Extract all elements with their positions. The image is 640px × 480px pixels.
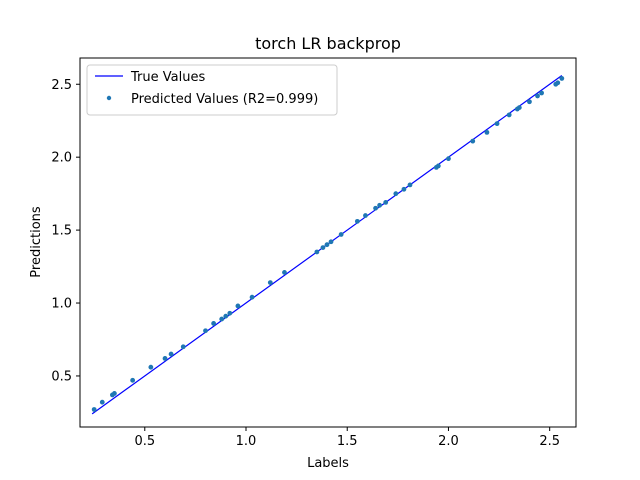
- predicted-point: [506, 112, 512, 118]
- predicted-point: [539, 90, 544, 96]
- y-tick-label: 1.0: [51, 297, 72, 312]
- plot-area: [79, 57, 577, 428]
- y-axis-label: Predictions: [29, 206, 44, 278]
- predicted-point: [559, 76, 565, 81]
- predicted-point: [112, 391, 117, 396]
- x-tick-label: 2.0: [438, 434, 459, 449]
- legend: True Values Predicted Values (R2=0.999): [86, 64, 338, 116]
- predicted-point: [328, 239, 334, 245]
- predicted-point: [535, 93, 540, 99]
- legend-box: [86, 64, 338, 116]
- predicted-point: [484, 129, 490, 135]
- predicted-point: [338, 232, 344, 237]
- predicted-point: [373, 205, 378, 211]
- predicted-point: [219, 316, 225, 322]
- predicted-point: [162, 356, 168, 361]
- predicted-point: [223, 313, 229, 319]
- predicted-point: [282, 269, 287, 275]
- predicted-point: [363, 213, 368, 218]
- chart-title: torch LR backprop: [255, 34, 401, 53]
- predicted-point: [435, 163, 441, 169]
- predicted-point: [235, 303, 241, 309]
- predicted-point: [324, 242, 330, 248]
- predicted-point: [393, 191, 399, 197]
- predicted-point: [130, 377, 136, 383]
- predicted-point: [99, 399, 105, 405]
- predicted-point: [168, 351, 174, 357]
- predicted-point: [516, 105, 522, 110]
- predicted-point: [148, 364, 154, 370]
- x-axis-label: Labels: [307, 456, 349, 471]
- predicted-point: [377, 202, 383, 208]
- y-tick-label: 0.5: [51, 369, 72, 384]
- predicted-point: [401, 186, 407, 192]
- y-tick-label: 2.5: [51, 78, 72, 93]
- predicted-point: [203, 328, 208, 334]
- legend-point-swatch: [106, 95, 112, 101]
- predicted-point: [211, 321, 217, 326]
- predicted-point: [180, 344, 186, 350]
- predicted-point: [354, 218, 360, 224]
- y-tick-label: 2.0: [51, 151, 72, 166]
- legend-entry-predicted-values: Predicted Values (R2=0.999): [131, 92, 318, 107]
- predicted-point: [227, 310, 233, 316]
- predicted-point: [249, 294, 255, 300]
- predicted-point: [320, 245, 326, 251]
- predicted-point: [407, 182, 413, 188]
- predicted-point: [494, 121, 500, 127]
- x-tick-label: 2.5: [539, 434, 560, 449]
- y-tick-label: 1.5: [51, 224, 72, 239]
- plot-content: [91, 75, 565, 415]
- predicted-point: [314, 249, 320, 255]
- predicted-point: [527, 99, 532, 105]
- legend-entry-true-values: True Values: [130, 70, 205, 85]
- x-tick-label: 1.0: [236, 434, 257, 449]
- predicted-point: [267, 280, 273, 286]
- predicted-point: [446, 156, 451, 162]
- predicted-point: [555, 80, 561, 86]
- predicted-point: [470, 138, 476, 144]
- y-axis: 0.5 1.0 1.5 2.0 2.5: [51, 78, 80, 384]
- predicted-point: [91, 407, 97, 412]
- x-tick-label: 1.5: [337, 434, 358, 449]
- x-axis: 0.5 1.0 1.5 2.0 2.5: [134, 427, 560, 449]
- predicted-point: [383, 199, 389, 205]
- x-tick-label: 0.5: [134, 434, 155, 449]
